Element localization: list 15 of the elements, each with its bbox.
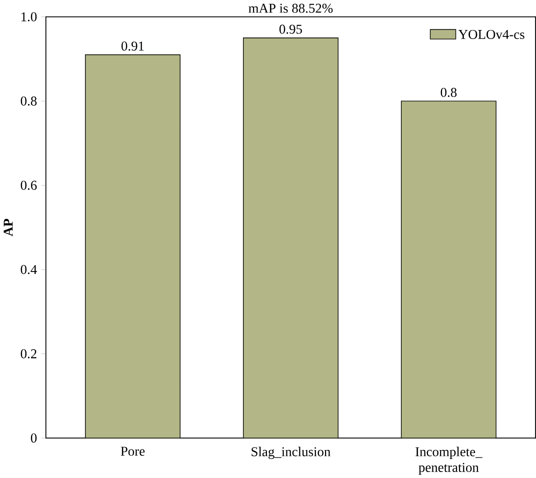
- y-tick-label: 0.4: [20, 264, 37, 274]
- x-tick-label: Pore: [120, 446, 145, 456]
- x-tick-label: Incomplete_ penetration: [416, 446, 482, 474]
- y-axis-title: AP: [4, 218, 13, 236]
- y-tick-label: 0.2: [20, 349, 36, 358]
- x-tick-label: Slag_inclusion: [252, 446, 330, 459]
- text: YOLOv4-cs: [458, 30, 524, 39]
- y-tick-label: 0.8: [20, 96, 37, 106]
- chart-title: mAP is 88.52%: [248, 4, 333, 13]
- data-label: 0.8: [440, 88, 457, 97]
- data-label: 0.91: [121, 41, 144, 50]
- data-label: 0.95: [279, 24, 302, 34]
- y-tick-label: 1.0: [21, 12, 37, 22]
- y-tick-label: 0.6: [20, 180, 37, 190]
- y-tick-label: 0: [30, 433, 37, 442]
